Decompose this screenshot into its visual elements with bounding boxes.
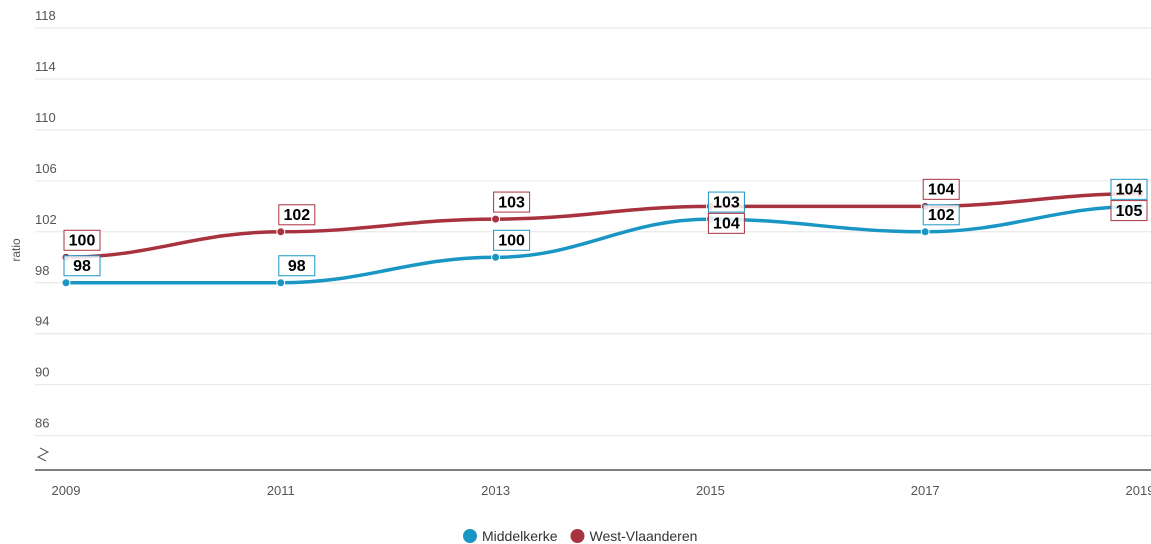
y-tick-label: 114 (35, 59, 56, 74)
data-label: 98 (73, 258, 91, 275)
data-label: 104 (713, 216, 740, 233)
y-tick-label: 86 (35, 416, 49, 431)
data-label-box (707, 191, 745, 213)
data-label-box (63, 255, 101, 277)
y-tick-label: 94 (35, 314, 49, 329)
data-label-box (1110, 200, 1148, 222)
data-point (276, 278, 286, 288)
x-tick-label: 2009 (52, 483, 81, 498)
data-point (276, 227, 286, 237)
data-label-box (493, 191, 531, 213)
data-label: 102 (283, 207, 310, 224)
data-label-box (278, 204, 316, 226)
data-label: 103 (498, 194, 525, 211)
data-label: 100 (69, 232, 96, 249)
legend-label: West-Vlaanderen (589, 528, 697, 544)
y-tick-label: 98 (35, 263, 49, 278)
data-label: 105 (1116, 203, 1143, 220)
legend-marker (570, 529, 585, 543)
x-tick-label: 2017 (911, 483, 940, 498)
x-tick-label: 2011 (267, 483, 295, 498)
data-label-box (922, 204, 960, 226)
y-tick-label: 118 (35, 8, 56, 23)
axis-break (36, 447, 50, 462)
data-label-box (1110, 178, 1148, 200)
legend-label: Middelkerke (482, 528, 558, 544)
data-label-box (707, 212, 745, 234)
data-point (920, 227, 930, 237)
data-label-box (922, 178, 960, 200)
data-label-box (63, 229, 101, 251)
data-label: 104 (1116, 182, 1143, 199)
legend-marker (463, 529, 477, 543)
y-axis-label: ratio (9, 238, 23, 262)
data-label: 102 (928, 207, 955, 224)
x-tick-label: 2015 (696, 483, 725, 498)
y-tick-label: 102 (35, 212, 57, 227)
y-tick-label: 110 (35, 110, 56, 125)
y-tick-label: 90 (35, 365, 49, 380)
series-line (66, 204, 1141, 285)
data-label-box (493, 229, 531, 251)
y-tick-label: 106 (35, 161, 57, 176)
data-label: 98 (288, 258, 306, 275)
data-point (491, 214, 501, 224)
data-point (491, 252, 501, 262)
series-line (65, 191, 1141, 260)
x-tick-label: 2013 (481, 483, 510, 498)
data-point (61, 278, 71, 288)
data-label: 103 (713, 194, 740, 211)
data-label: 100 (498, 232, 525, 249)
data-label: 104 (928, 182, 955, 199)
x-tick-label: 2019 (1126, 483, 1151, 498)
data-label-box (278, 255, 316, 277)
